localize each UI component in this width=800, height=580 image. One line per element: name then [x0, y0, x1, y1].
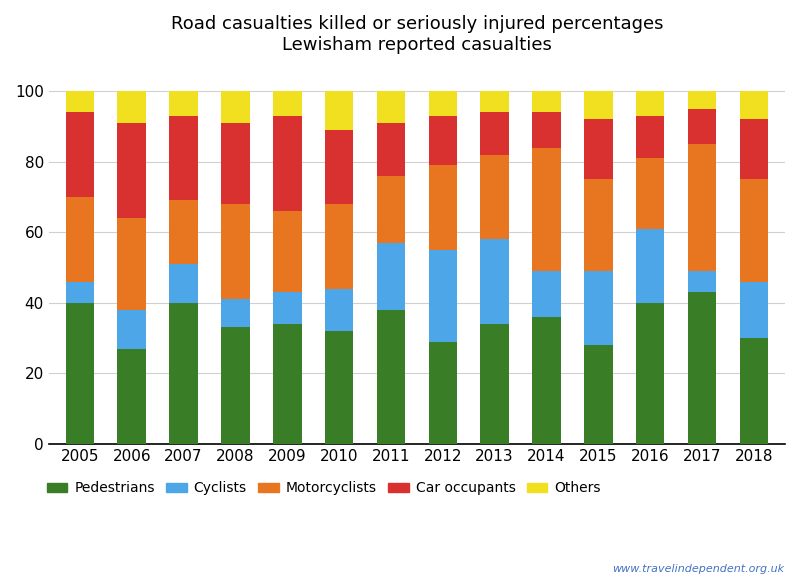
- Bar: [740, 91, 768, 119]
- Bar: [480, 113, 509, 155]
- Bar: [66, 303, 94, 444]
- Bar: [118, 349, 146, 444]
- Bar: [636, 229, 665, 303]
- Bar: [688, 292, 716, 444]
- Bar: [480, 91, 509, 113]
- Bar: [325, 91, 354, 130]
- Bar: [170, 91, 198, 116]
- Bar: [377, 91, 406, 123]
- Bar: [480, 240, 509, 324]
- Bar: [636, 303, 665, 444]
- Bar: [377, 310, 406, 444]
- Bar: [273, 292, 302, 324]
- Bar: [584, 179, 613, 271]
- Bar: [636, 116, 665, 158]
- Title: Road casualties killed or seriously injured percentages
Lewisham reported casual: Road casualties killed or seriously inju…: [170, 15, 663, 54]
- Bar: [221, 328, 250, 444]
- Bar: [480, 155, 509, 240]
- Bar: [532, 147, 561, 271]
- Bar: [636, 91, 665, 116]
- Bar: [118, 123, 146, 218]
- Bar: [429, 165, 457, 250]
- Bar: [429, 250, 457, 342]
- Bar: [377, 176, 406, 243]
- Bar: [221, 204, 250, 299]
- Bar: [532, 113, 561, 147]
- Bar: [273, 91, 302, 116]
- Bar: [429, 342, 457, 444]
- Bar: [273, 211, 302, 292]
- Bar: [66, 197, 94, 282]
- Bar: [740, 282, 768, 338]
- Bar: [584, 271, 613, 345]
- Bar: [584, 91, 613, 119]
- Bar: [636, 158, 665, 229]
- Bar: [377, 123, 406, 176]
- Text: www.travelindependent.org.uk: www.travelindependent.org.uk: [612, 564, 784, 574]
- Bar: [740, 179, 768, 282]
- Bar: [532, 91, 561, 113]
- Bar: [688, 109, 716, 144]
- Bar: [584, 119, 613, 179]
- Bar: [325, 289, 354, 331]
- Bar: [325, 331, 354, 444]
- Bar: [221, 123, 250, 204]
- Bar: [221, 299, 250, 328]
- Bar: [532, 271, 561, 317]
- Bar: [170, 303, 198, 444]
- Legend: Pedestrians, Cyclists, Motorcyclists, Car occupants, Others: Pedestrians, Cyclists, Motorcyclists, Ca…: [41, 476, 606, 501]
- Bar: [688, 91, 716, 109]
- Bar: [273, 116, 302, 211]
- Bar: [273, 324, 302, 444]
- Bar: [221, 91, 250, 123]
- Bar: [325, 204, 354, 289]
- Bar: [740, 119, 768, 179]
- Bar: [118, 218, 146, 310]
- Bar: [66, 91, 94, 113]
- Bar: [740, 338, 768, 444]
- Bar: [66, 282, 94, 303]
- Bar: [170, 264, 198, 303]
- Bar: [377, 243, 406, 310]
- Bar: [584, 345, 613, 444]
- Bar: [118, 91, 146, 123]
- Bar: [688, 144, 716, 271]
- Bar: [688, 271, 716, 292]
- Bar: [325, 130, 354, 204]
- Bar: [429, 91, 457, 116]
- Bar: [532, 317, 561, 444]
- Bar: [429, 116, 457, 165]
- Bar: [480, 324, 509, 444]
- Bar: [66, 113, 94, 197]
- Bar: [170, 201, 198, 264]
- Bar: [118, 310, 146, 349]
- Bar: [170, 116, 198, 201]
